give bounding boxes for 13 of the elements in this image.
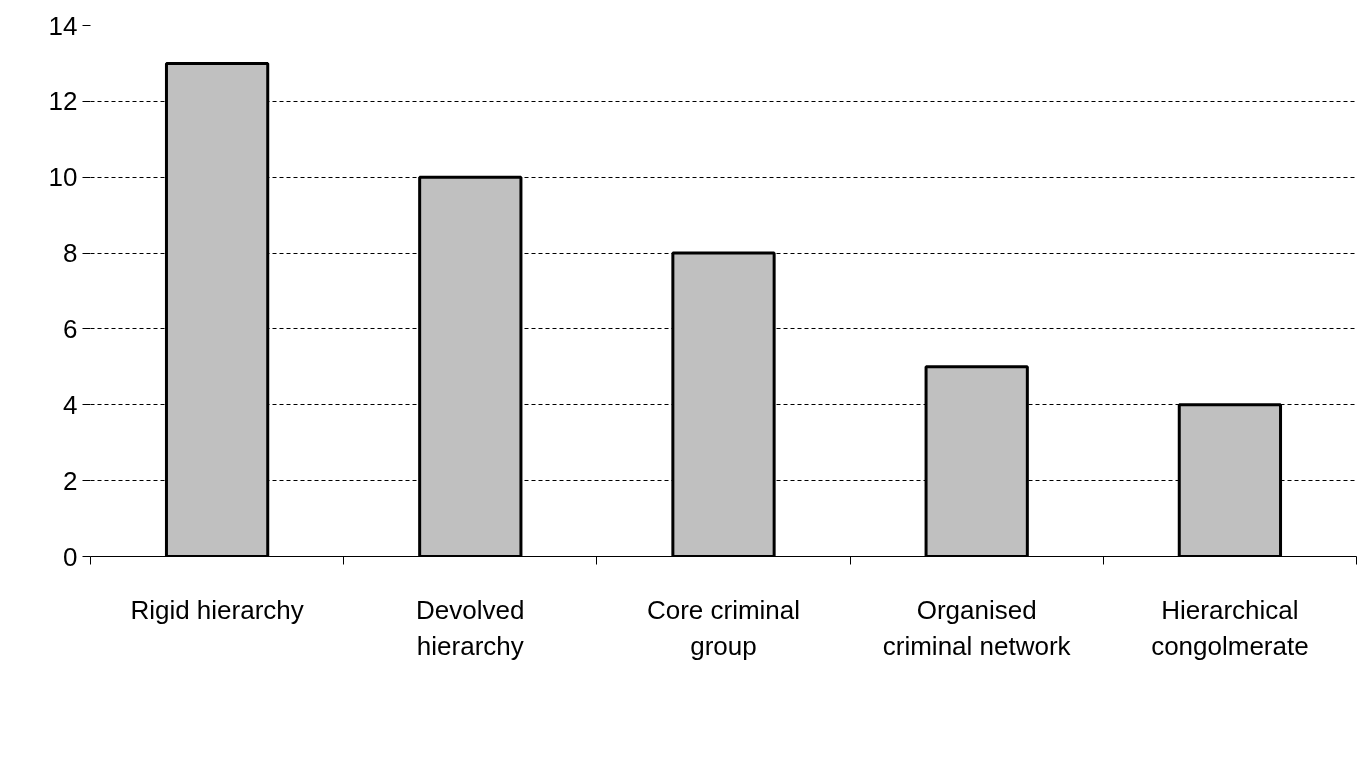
- y-tick-label: 8: [63, 238, 78, 269]
- y-tick-label: 2: [63, 465, 78, 496]
- x-tick-label: Hierarchical congolmerate: [1151, 594, 1309, 661]
- y-tick-label: 0: [63, 541, 78, 572]
- y-tick-label: 14: [48, 10, 78, 41]
- y-tick-label: 4: [63, 389, 78, 420]
- y-tick-label: 10: [48, 162, 78, 193]
- x-tick-label: Devolved hierarchy: [416, 594, 525, 661]
- y-tick-label: 6: [63, 313, 78, 344]
- x-tick-label: Rigid hierarchy: [130, 594, 304, 625]
- y-tick-label: 12: [48, 86, 78, 117]
- x-tick-label: Core criminal group: [646, 594, 801, 661]
- x-tick-label: Organised criminal network: [882, 594, 1072, 661]
